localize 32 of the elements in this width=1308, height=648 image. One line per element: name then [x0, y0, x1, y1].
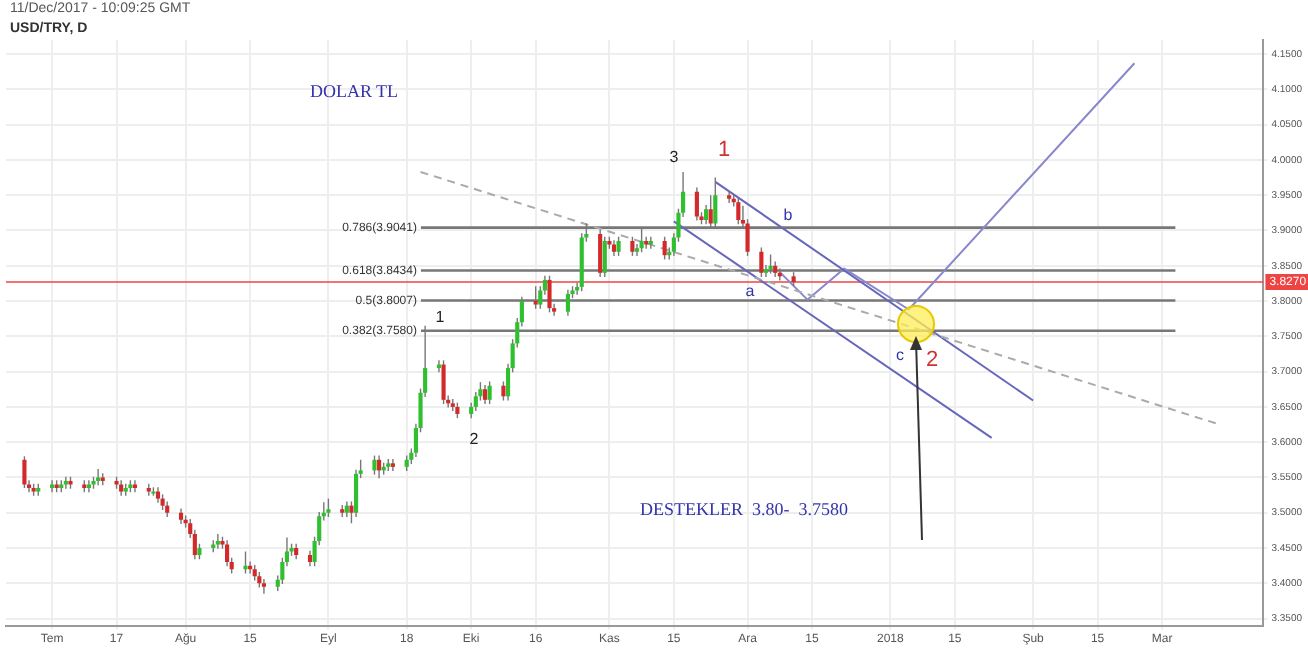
candlestick: [616, 236, 621, 257]
candlestick: [22, 455, 27, 489]
annotation: c: [896, 346, 904, 365]
candlestick: [96, 468, 101, 486]
candlestick: [353, 468, 359, 518]
candlestick: [648, 236, 653, 250]
annotation: 3: [669, 148, 680, 167]
annotation: 2: [469, 430, 480, 449]
candlestick: [261, 578, 266, 595]
candlestick: [225, 539, 230, 568]
annotation: b: [783, 206, 794, 225]
candlestick: [694, 186, 699, 222]
candlestick: [132, 479, 138, 493]
candlestick: [243, 550, 248, 575]
annotation: DOLAR TL: [309, 80, 399, 101]
candlestick: [49, 479, 55, 493]
candlestick: [727, 190, 732, 204]
candlestick: [390, 458, 395, 472]
annotation: a: [745, 282, 756, 301]
candlestick: [482, 384, 488, 405]
candlestick: [487, 380, 492, 405]
candlestick: [86, 479, 91, 493]
candlestick: [441, 359, 446, 405]
candlestick: [326, 497, 331, 518]
annotation: 1: [717, 138, 731, 163]
annotation: 1: [435, 308, 446, 327]
candlestick: [662, 236, 667, 261]
candlestick: [630, 236, 635, 257]
annotation: 2: [925, 348, 939, 373]
candlestick: [372, 454, 377, 476]
candlestick: [377, 454, 382, 479]
annotation: DESTEKLER 3.80- 3.7580: [640, 498, 849, 519]
